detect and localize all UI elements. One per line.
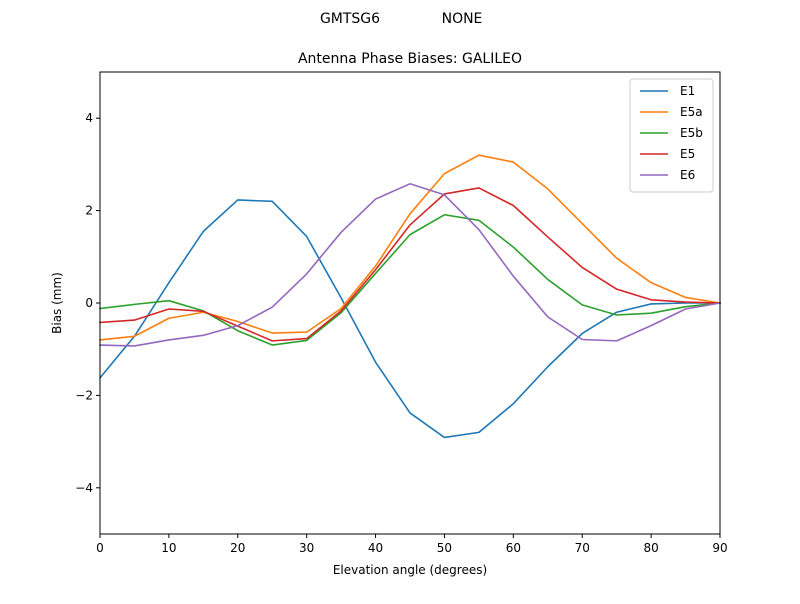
x-tick-label: 10 bbox=[161, 541, 176, 555]
legend-label-e6: E6 bbox=[680, 168, 695, 182]
suptitle-left: GMTSG6 bbox=[320, 11, 380, 27]
legend: E1 E5a E5b E5 E6 bbox=[629, 78, 714, 193]
x-axis-ticks: 0 10 20 30 40 50 60 70 80 90 bbox=[96, 534, 728, 555]
y-tick-label: 4 bbox=[85, 111, 93, 125]
chart-title: Antenna Phase Biases: GALILEO bbox=[298, 51, 522, 67]
legend-label-e5a: E5a bbox=[680, 105, 703, 119]
series-line-e5a bbox=[99, 154, 721, 341]
x-tick-label: 70 bbox=[575, 541, 590, 555]
legend-label-e1: E1 bbox=[680, 84, 695, 98]
x-tick-label: 90 bbox=[712, 541, 727, 555]
legend-label-e5: E5 bbox=[680, 147, 695, 161]
x-tick-label: 30 bbox=[299, 541, 314, 555]
y-tick-label: −4 bbox=[75, 481, 93, 495]
y-tick-label: 0 bbox=[85, 296, 93, 310]
x-axis-label: Elevation angle (degrees) bbox=[333, 563, 487, 577]
series-layer bbox=[98, 154, 721, 439]
series-line-e6 bbox=[99, 183, 721, 347]
x-tick-label: 20 bbox=[230, 541, 245, 555]
legend-box bbox=[629, 78, 714, 193]
y-axis-ticks: −4 −2 0 2 4 bbox=[75, 111, 100, 495]
x-tick-label: 80 bbox=[643, 541, 658, 555]
x-tick-label: 0 bbox=[96, 541, 104, 555]
y-tick-label: 2 bbox=[85, 204, 93, 218]
series-line-e5 bbox=[99, 187, 721, 342]
y-axis-label: Bias (mm) bbox=[50, 272, 64, 334]
y-tick-label: −2 bbox=[75, 388, 93, 402]
x-tick-label: 40 bbox=[368, 541, 383, 555]
series-line-e1 bbox=[98, 199, 721, 439]
legend-label-e5b: E5b bbox=[680, 126, 703, 140]
suptitle-right: NONE bbox=[442, 11, 483, 27]
x-tick-label: 60 bbox=[506, 541, 521, 555]
plot-area bbox=[100, 72, 720, 534]
x-tick-label: 50 bbox=[437, 541, 452, 555]
